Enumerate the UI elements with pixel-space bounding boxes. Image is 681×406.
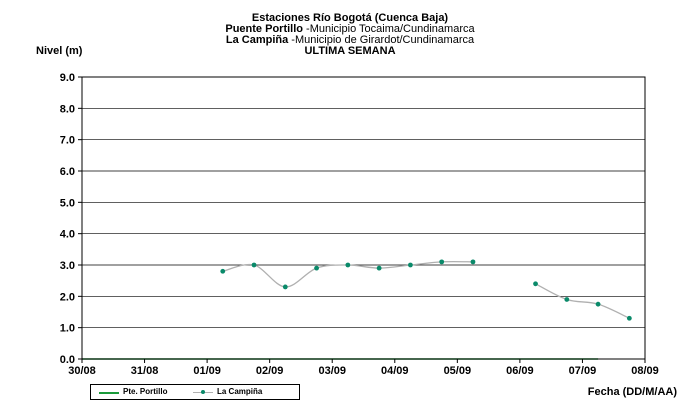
legend: Pte. Portillo La Campiña: [90, 384, 300, 400]
y-tick-label: 7.0: [60, 135, 75, 147]
x-tick-label: 01/09: [193, 365, 221, 377]
legend-label-la-campina: La Campiña: [217, 387, 263, 396]
x-tick-label: 08/09: [631, 365, 659, 377]
x-tick-label: 03/09: [318, 365, 346, 377]
legend-item-la-campina: La Campiña: [193, 387, 262, 396]
y-tick-label: 6.0: [60, 166, 75, 178]
y-tick-label: 2.0: [60, 291, 75, 303]
x-tick-label: 30/08: [68, 365, 96, 377]
legend-item-pte-portillo: Pte. Portillo: [99, 387, 167, 396]
plot-frame: [81, 76, 646, 360]
y-tick-label: 4.0: [60, 229, 75, 241]
data-point-la-campi-a: [470, 259, 476, 265]
title-line-1-bold: Estaciones Río Bogotá (Cuenca Baja): [251, 12, 449, 24]
y-axis-label: Nivel (m): [36, 45, 83, 57]
x-tick-label: 06/09: [506, 365, 534, 377]
y-tick-label: 1.0: [60, 323, 75, 335]
data-point-la-campi-a: [533, 281, 538, 287]
legend-marker-la-campina: [201, 389, 205, 394]
data-point-la-campi-a: [376, 265, 382, 271]
y-tick-label: 0.0: [60, 354, 75, 366]
data-point-la-campi-a: [282, 284, 288, 290]
title-line-1: Estaciones Río Bogotá (Cuenca Baja): [190, 13, 510, 24]
x-tick-label: 02/09: [256, 365, 284, 377]
x-tick-label: 04/09: [381, 365, 409, 377]
title-line-3-normal: -Municipio de Girardot/Cundinamarca: [288, 34, 475, 46]
x-tick-label: 31/08: [131, 365, 159, 377]
x-axis-label: Fecha (DD/M/AA): [587, 386, 677, 398]
legend-label-pte-portillo: Pte. Portillo: [123, 387, 168, 396]
y-tick-label: 3.0: [60, 260, 75, 272]
data-point-la-campi-a: [564, 297, 570, 302]
legend-swatch-la-campina: [193, 388, 213, 396]
title-line-4-bold: ULTIMA SEMANA: [304, 45, 396, 57]
data-point-la-campi-a: [314, 265, 319, 271]
title-line-3-bold: La Campiña: [225, 34, 289, 46]
data-point-la-campi-a: [439, 259, 445, 265]
y-tick-label: 8.0: [60, 103, 75, 115]
data-point-la-campi-a: [595, 301, 601, 307]
y-tick-label: 5.0: [60, 197, 75, 209]
legend-swatch-pte-portillo: [99, 388, 119, 396]
data-point-la-campi-a: [220, 268, 226, 274]
tick-labels: 0.0 1.0 2.0 3.0 4.0 5.0 6.0 7.0 8.0 9.0 30/08 31/08…: [60, 72, 659, 377]
title-line-4: ULTIMA SEMANA: [190, 46, 510, 57]
x-tick-label: 05/09: [444, 365, 472, 377]
series-line-la-campi-a: [535, 283, 630, 319]
y-tick-label: 9.0: [60, 72, 75, 84]
data-point-la-campi-a: [345, 262, 351, 268]
title-line-2-normal: -Municipio Tocaima/Cundinamarca: [303, 23, 475, 35]
x-tick-label: 07/09: [569, 365, 597, 377]
title-line-3: La Campiña -Municipio de Girardot/Cundin…: [190, 35, 510, 46]
data-point-la-campi-a: [408, 262, 413, 268]
axes: [78, 76, 646, 363]
title-line-2: Puente Portillo -Municipio Tocaima/Cundi…: [190, 24, 510, 35]
plot-area: [82, 77, 645, 359]
data-point-la-campi-a: [626, 315, 632, 321]
data-point-la-campi-a: [251, 262, 257, 268]
title-line-2-bold: Puente Portillo: [225, 23, 303, 35]
